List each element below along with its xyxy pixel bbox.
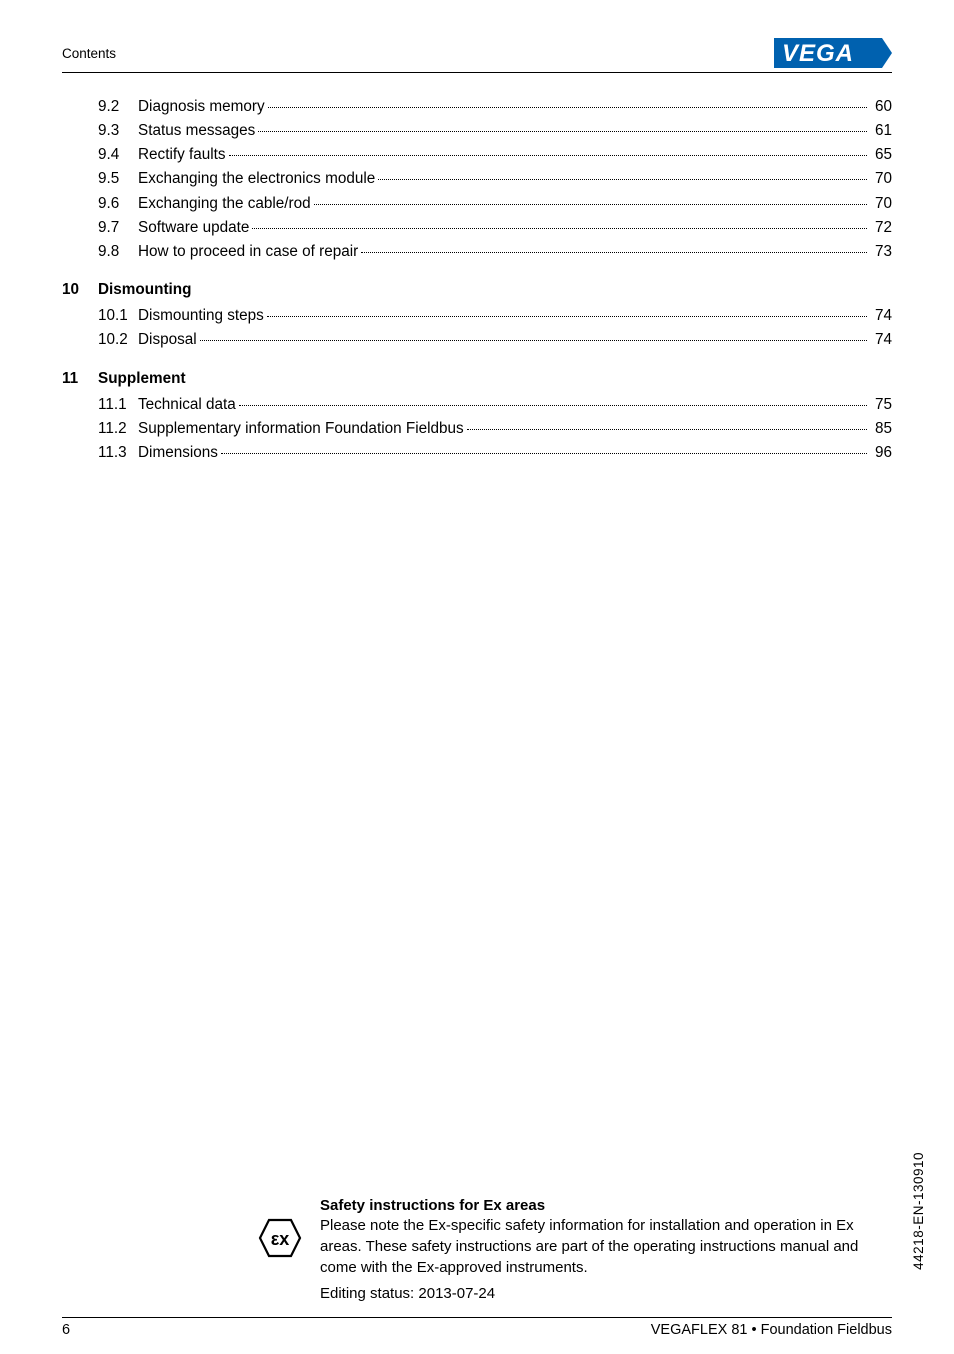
- toc-row-title: Technical data: [138, 393, 236, 417]
- ex-hexagon-icon: εx: [258, 1218, 302, 1263]
- safety-body-2: Editing status: 2013-07-24: [320, 1284, 892, 1305]
- toc-row: 11.3Dimensions 96: [62, 441, 892, 465]
- toc-heading-num: 10: [62, 278, 85, 302]
- toc-row-title: Status messages: [138, 119, 255, 143]
- toc-row-num: 9.2: [98, 95, 138, 119]
- toc-row-num: 9.4: [98, 143, 138, 167]
- toc-leader-dots: [258, 131, 867, 132]
- toc-row: 10.1Dismounting steps 74: [62, 304, 892, 328]
- table-of-contents: 9.2Diagnosis memory 60 9.3Status messages 6…: [62, 95, 892, 479]
- toc-row-title: Supplementary information Foundation Fie…: [138, 417, 464, 441]
- toc-row: 9.8How to proceed in case of repair 73: [62, 240, 892, 264]
- toc-row: 9.7Software update 72: [62, 216, 892, 240]
- toc-group: 11Supplement11.1Technical data7511.2Supp…: [62, 367, 892, 466]
- footer-page-number: 6: [62, 1322, 70, 1338]
- toc-leader-dots: [268, 107, 867, 108]
- toc-row: 11.1Technical data 75: [62, 393, 892, 417]
- toc-leader-dots: [229, 155, 867, 156]
- toc-row-num: 10.2: [98, 328, 138, 352]
- toc-row-page: 74: [870, 304, 892, 328]
- toc-row-page: 70: [870, 167, 892, 191]
- toc-row-page: 74: [870, 328, 892, 352]
- toc-row: 11.2Supplementary information Foundation…: [62, 417, 892, 441]
- toc-row-title: Dimensions: [138, 441, 218, 465]
- toc-row-page: 96: [870, 441, 892, 465]
- toc-heading-title: Dismounting: [98, 278, 191, 302]
- toc-row-num: 9.6: [98, 192, 138, 216]
- toc-row-title: Disposal: [138, 328, 197, 352]
- toc-row-page: 72: [870, 216, 892, 240]
- toc-row-title: How to proceed in case of repair: [138, 240, 358, 264]
- vega-logo: VEGA: [774, 38, 892, 68]
- footer-doc-title: VEGAFLEX 81 • Foundation Fieldbus: [651, 1322, 892, 1338]
- page-footer: 6 VEGAFLEX 81 • Foundation Fieldbus: [62, 1317, 892, 1338]
- toc-row: 10.2Disposal 74: [62, 328, 892, 352]
- toc-row: 9.4Rectify faults 65: [62, 143, 892, 167]
- toc-row-num: 9.5: [98, 167, 138, 191]
- header-section: Contents: [62, 46, 116, 61]
- toc-heading-num: 11: [62, 367, 85, 391]
- toc-row: 9.3Status messages 61: [62, 119, 892, 143]
- safety-heading: Safety instructions for Ex areas: [320, 1196, 892, 1217]
- toc-row-page: 70: [870, 192, 892, 216]
- safety-note: εx Safety instructions for Ex areas Plea…: [258, 1196, 892, 1305]
- toc-row-page: 75: [870, 393, 892, 417]
- toc-row: 9.5Exchanging the electronics module 70: [62, 167, 892, 191]
- toc-row: 9.2Diagnosis memory 60: [62, 95, 892, 119]
- toc-heading-title: Supplement: [98, 367, 186, 391]
- svg-text:VEGA: VEGA: [782, 40, 854, 67]
- toc-group: 10Dismounting10.1Dismounting steps7410.2…: [62, 278, 892, 352]
- toc-row: 9.6Exchanging the cable/rod 70: [62, 192, 892, 216]
- toc-row-num: 9.8: [98, 240, 138, 264]
- toc-leader-dots: [361, 252, 867, 253]
- toc-row-page: 60: [870, 95, 892, 119]
- toc-leader-dots: [314, 204, 867, 205]
- document-code: 44218-EN-130910: [911, 1152, 926, 1270]
- toc-row-title: Exchanging the electronics module: [138, 167, 375, 191]
- safety-body-1: Please note the Ex-specific safety infor…: [320, 1216, 892, 1278]
- toc-row-num: 11.3: [98, 441, 138, 465]
- toc-row-title: Software update: [138, 216, 249, 240]
- toc-row-page: 85: [870, 417, 892, 441]
- toc-row-title: Dismounting steps: [138, 304, 264, 328]
- toc-row-num: 11.2: [98, 417, 138, 441]
- toc-row-num: 11.1: [98, 393, 138, 417]
- toc-row-num: 9.3: [98, 119, 138, 143]
- toc-leader-dots: [221, 453, 867, 454]
- toc-leader-dots: [267, 316, 867, 317]
- toc-leader-dots: [200, 340, 867, 341]
- toc-leader-dots: [467, 429, 867, 430]
- toc-heading: 11 Supplement: [62, 367, 892, 391]
- toc-row-title: Diagnosis memory: [138, 95, 265, 119]
- toc-leader-dots: [252, 228, 867, 229]
- toc-row-num: 10.1: [98, 304, 138, 328]
- toc-row-title: Rectify faults: [138, 143, 226, 167]
- toc-row-page: 61: [870, 119, 892, 143]
- toc-row-num: 9.7: [98, 216, 138, 240]
- toc-leader-dots: [378, 179, 867, 180]
- toc-row-page: 73: [870, 240, 892, 264]
- toc-row-page: 65: [870, 143, 892, 167]
- toc-heading: 10 Dismounting: [62, 278, 892, 302]
- page-header: Contents VEGA: [62, 38, 892, 73]
- toc-leader-dots: [239, 405, 867, 406]
- svg-text:εx: εx: [271, 1229, 290, 1249]
- toc-row-title: Exchanging the cable/rod: [138, 192, 311, 216]
- toc-group: 9.2Diagnosis memory 60 9.3Status messages 6…: [62, 95, 892, 264]
